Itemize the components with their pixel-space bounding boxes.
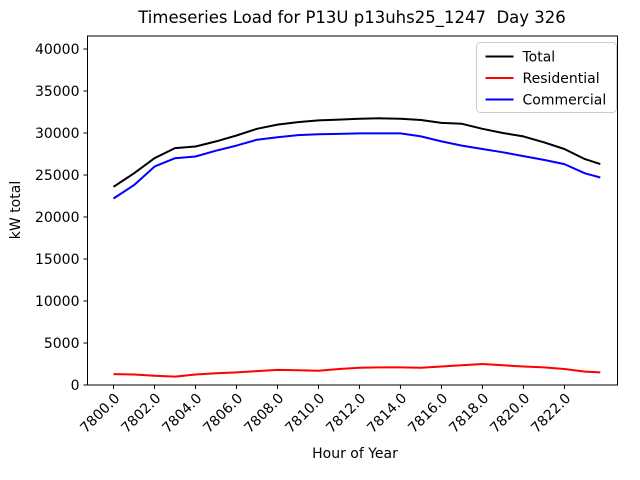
y-tick-label: 10000 bbox=[35, 294, 80, 310]
legend: Total Residential Commercial bbox=[476, 42, 617, 113]
x-tick-label: 7810.0 bbox=[282, 391, 328, 437]
legend-label-commercial: Commercial bbox=[523, 92, 607, 108]
legend-item-commercial: Commercial bbox=[485, 92, 607, 108]
plot-area-border bbox=[87, 35, 618, 386]
legend-label-residential: Residential bbox=[523, 71, 600, 87]
y-tick-label: 15000 bbox=[35, 252, 80, 268]
x-tick-label: 7808.0 bbox=[241, 391, 287, 437]
x-tick-label: 7800.0 bbox=[77, 391, 123, 437]
y-tick-label: 20000 bbox=[35, 210, 80, 226]
legend-item-total: Total bbox=[485, 49, 556, 65]
x-axis-label: Hour of Year bbox=[312, 446, 398, 462]
line-residential bbox=[113, 363, 601, 378]
x-axis-ticks: 7800.07802.07804.07806.07808.07810.07812… bbox=[77, 385, 574, 436]
x-tick-label: 7802.0 bbox=[118, 391, 164, 437]
chart-title: Timeseries Load for P13U p13uhs25_1247 D… bbox=[137, 8, 566, 28]
y-tick-label: 25000 bbox=[35, 168, 80, 184]
series-lines bbox=[112, 117, 601, 378]
y-tick-label: 35000 bbox=[35, 84, 80, 100]
y-tick-label: 40000 bbox=[35, 42, 80, 58]
x-tick-label: 7818.0 bbox=[446, 391, 492, 437]
legend-box bbox=[476, 42, 617, 113]
y-tick-label: 0 bbox=[71, 378, 80, 394]
x-tick-label: 7804.0 bbox=[159, 391, 205, 437]
x-tick-label: 7806.0 bbox=[200, 391, 246, 437]
x-tick-label: 7822.0 bbox=[528, 391, 574, 437]
y-tick-label: 30000 bbox=[35, 126, 80, 142]
x-tick-label: 7820.0 bbox=[487, 391, 533, 437]
y-axis-label: kW total bbox=[8, 181, 24, 239]
x-tick-label: 7814.0 bbox=[364, 391, 410, 437]
x-tick-label: 7816.0 bbox=[405, 391, 451, 437]
y-tick-label: 5000 bbox=[44, 336, 80, 352]
line-total bbox=[112, 117, 601, 188]
line-commercial bbox=[112, 132, 601, 200]
legend-item-residential: Residential bbox=[485, 71, 600, 87]
y-axis-ticks: 0 5000 10000 15000 20000 25000 30000 35000 40000 bbox=[35, 42, 88, 394]
x-tick-label: 7812.0 bbox=[323, 391, 369, 437]
legend-label-total: Total bbox=[522, 49, 556, 65]
